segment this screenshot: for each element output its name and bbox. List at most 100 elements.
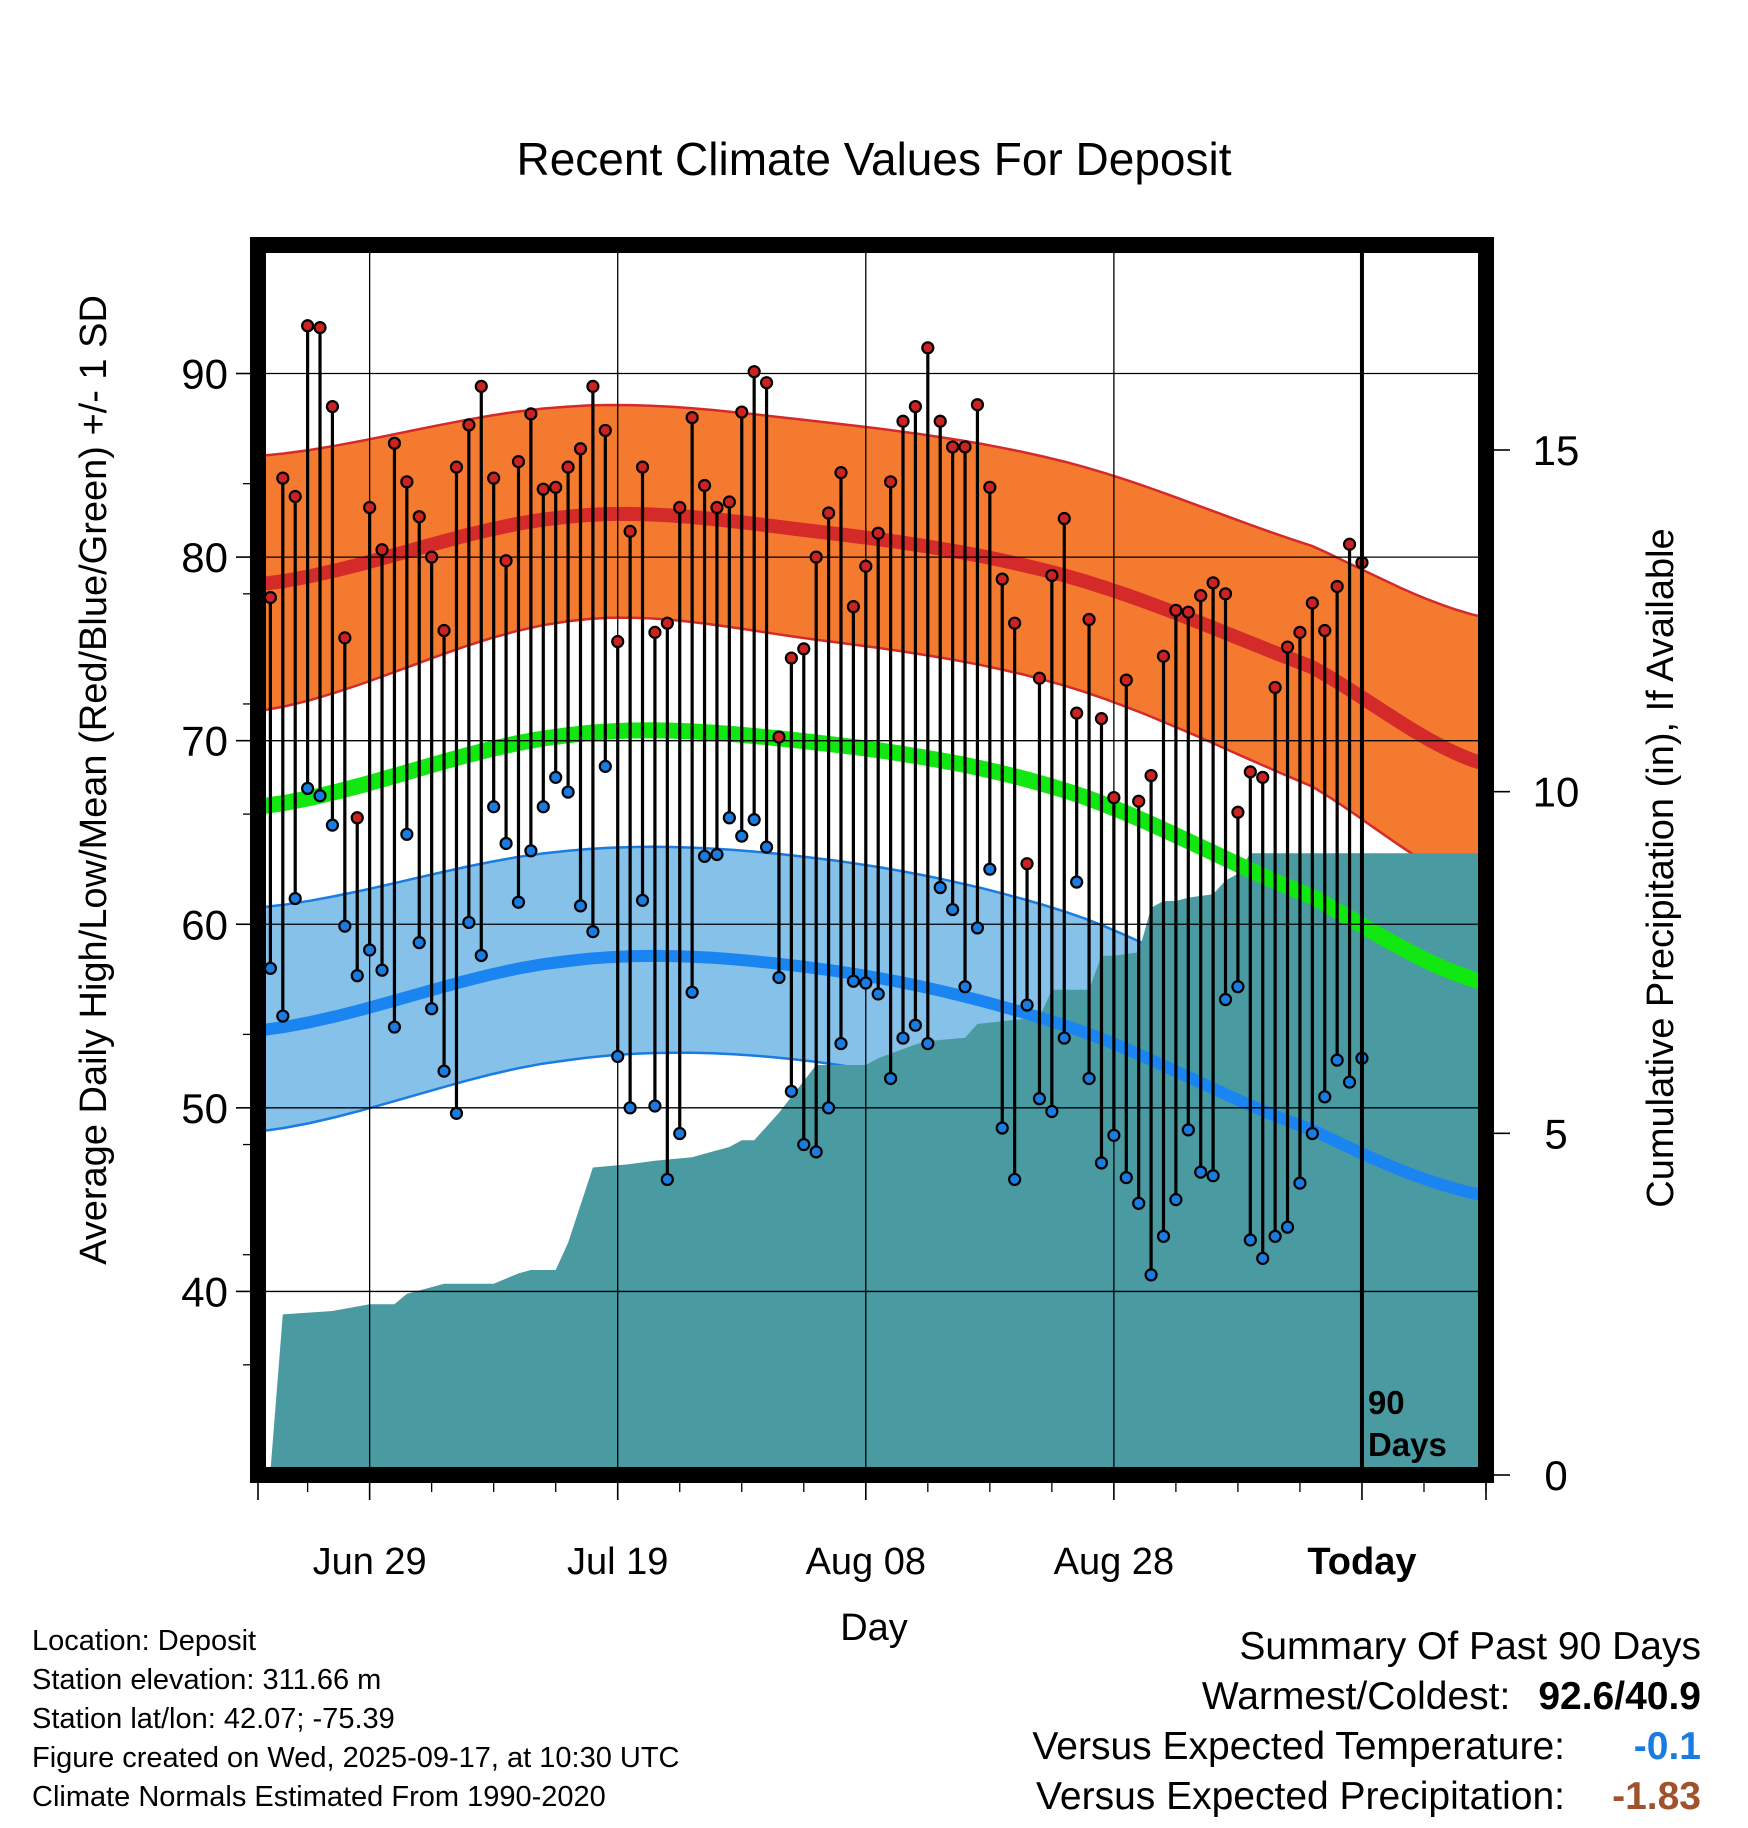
high-point xyxy=(1020,857,1034,871)
high-point xyxy=(747,365,761,379)
summary-warmest-row: Warmest/Coldest: 92.6/40.9 xyxy=(1032,1672,1701,1722)
high-point xyxy=(660,616,674,630)
low-point xyxy=(635,893,650,907)
low-point xyxy=(511,895,526,909)
summary-panel: Summary Of Past 90 Days Warmest/Coldest:… xyxy=(1032,1622,1701,1822)
x-tick-label: Jun 29 xyxy=(313,1541,427,1583)
high-point xyxy=(301,319,315,333)
low-point xyxy=(1082,1071,1096,1086)
low-point xyxy=(834,1036,848,1051)
high-point xyxy=(263,590,278,605)
high-point xyxy=(1256,770,1270,784)
low-point xyxy=(821,1101,836,1115)
high-point xyxy=(487,471,501,485)
high-point xyxy=(1231,805,1245,819)
low-point xyxy=(387,1020,402,1034)
low-point xyxy=(412,936,426,950)
x-tick-label: Aug 28 xyxy=(1054,1541,1174,1583)
high-point xyxy=(1318,623,1332,638)
low-point xyxy=(1256,1251,1270,1265)
high-point xyxy=(846,600,860,614)
low-point xyxy=(1107,1128,1121,1142)
low-point xyxy=(1181,1123,1195,1137)
low-point xyxy=(797,1137,811,1152)
low-point xyxy=(1057,1031,1071,1045)
high-point xyxy=(735,405,749,419)
low-point xyxy=(598,759,612,773)
chart-title: Recent Climate Values For Deposit xyxy=(517,133,1232,185)
low-point xyxy=(338,919,352,933)
x-axis-label: Day xyxy=(840,1607,908,1649)
low-point xyxy=(474,948,488,963)
high-point xyxy=(611,634,625,649)
high-point xyxy=(325,399,340,414)
low-point xyxy=(1342,1075,1357,1089)
high-point xyxy=(1206,576,1220,590)
high-point xyxy=(338,631,352,645)
high-point xyxy=(921,341,935,355)
low-point xyxy=(759,840,774,854)
low-point xyxy=(884,1071,898,1086)
low-point xyxy=(276,1009,290,1023)
low-point xyxy=(425,1002,439,1016)
location-text: Location: Deposit xyxy=(32,1625,257,1657)
high-point xyxy=(933,414,947,428)
low-point xyxy=(288,891,302,906)
low-point xyxy=(301,781,315,796)
y-right-tick-label: 15 xyxy=(1533,427,1580,474)
high-point xyxy=(276,471,290,485)
high-point xyxy=(598,423,612,438)
plot-frame xyxy=(250,237,1494,1483)
low-point xyxy=(363,943,377,957)
high-point xyxy=(1070,706,1084,720)
low-point xyxy=(846,974,860,988)
low-point xyxy=(660,1172,674,1187)
created-text: Figure created on Wed, 2025-09-17, at 10… xyxy=(32,1742,680,1774)
precipitation-area xyxy=(270,853,1486,1475)
high-point xyxy=(363,500,377,515)
high-point xyxy=(834,466,848,480)
low-point xyxy=(970,921,985,935)
high-point xyxy=(1293,625,1307,639)
high-point xyxy=(946,440,960,454)
high-point xyxy=(474,379,488,393)
high-normal-band xyxy=(258,405,1486,892)
low-point xyxy=(1231,980,1245,994)
low-point xyxy=(697,849,712,863)
high-point xyxy=(1132,794,1146,808)
summary-precip-row: Versus Expected Precipitation: -1.83 xyxy=(1032,1772,1701,1822)
low-point xyxy=(1305,1126,1319,1141)
warmest-value: 92.6/40.9 xyxy=(1538,1675,1701,1718)
low-point xyxy=(1144,1268,1158,1282)
low-point xyxy=(1045,1104,1059,1119)
high-point xyxy=(1107,790,1121,805)
low-point xyxy=(1330,1053,1344,1067)
low-point xyxy=(611,1049,625,1064)
high-point xyxy=(387,436,402,450)
high-point xyxy=(449,460,464,474)
low-point xyxy=(1206,1169,1220,1183)
low-point xyxy=(784,1084,798,1098)
low-point xyxy=(549,770,563,784)
high-point xyxy=(908,399,923,414)
today-marker-label-number: 90 xyxy=(1368,1384,1405,1421)
high-point xyxy=(561,460,575,474)
high-point xyxy=(1342,537,1357,551)
low-point xyxy=(958,980,972,994)
low-point xyxy=(995,1121,1009,1135)
high-point xyxy=(1156,649,1171,663)
plot-area: 90 Days xyxy=(251,245,1489,1475)
high-point xyxy=(499,554,513,568)
low-point xyxy=(1132,1196,1146,1210)
x-tick-label: Today xyxy=(1307,1541,1416,1583)
low-point xyxy=(710,847,724,862)
latlon-text: Station lat/lon: 42.07; -75.39 xyxy=(32,1703,395,1735)
high-point xyxy=(722,495,736,509)
low-point xyxy=(1243,1233,1257,1247)
low-point xyxy=(772,970,786,985)
high-point xyxy=(784,651,798,665)
y-axis-label-right: Cumulative Precipitation (in), If Availa… xyxy=(1640,528,1682,1207)
high-point xyxy=(1194,589,1208,603)
high-point xyxy=(1144,768,1158,783)
